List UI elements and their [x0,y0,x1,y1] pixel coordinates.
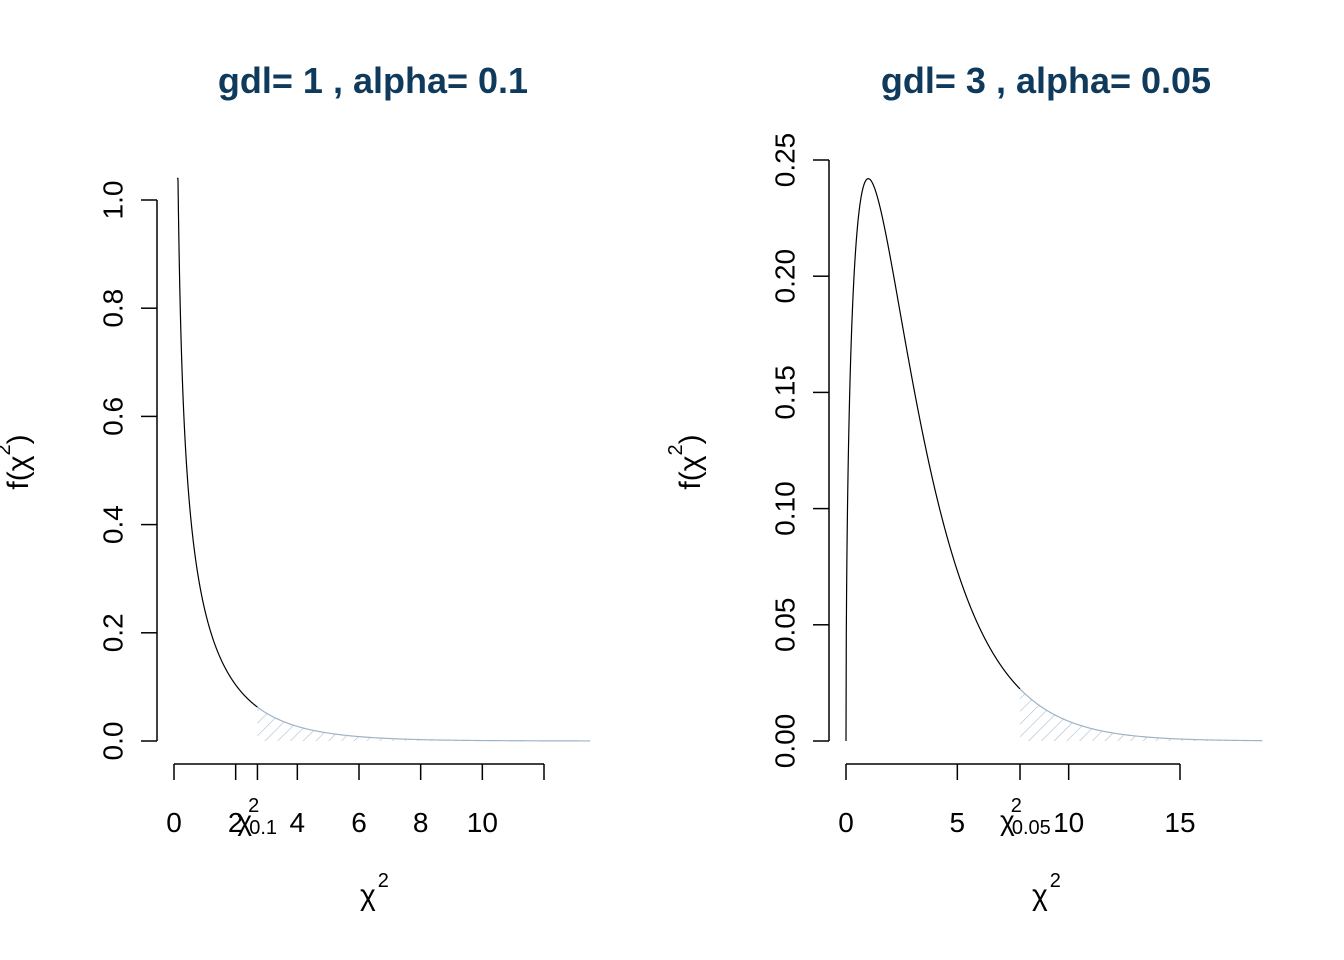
shaded-rejection-region [257,707,591,741]
y-axis-title: f(χ2) [665,434,707,489]
x-tick-label: 0 [166,807,182,838]
critical-label-sub: 0.1 [249,817,277,839]
x-tick-label: 10 [1053,807,1084,838]
y-title-post: ) [2,434,35,444]
y-tick-label: 0.8 [98,289,129,328]
critical-value-label: χ2 0.1 [237,795,277,839]
critical-value-label: χ2 0.05 [1000,795,1051,839]
y-tick-label: 0.00 [770,714,801,769]
y-tick-label: 0.6 [98,397,129,436]
x-title-base: χ [360,879,376,912]
y-tick-label: 0.15 [770,365,801,420]
chart-title: gdl= 3 , alpha= 0.05 [881,60,1211,101]
y-tick-label: 0.10 [770,481,801,535]
y-tick-label: 1.0 [98,181,129,220]
y-tick-label: 0.20 [770,249,801,304]
x-title-sup: 2 [378,870,389,892]
y-title-pre: f( [2,471,35,489]
svg-text:f(χ2): f(χ2) [665,434,707,489]
y-title-sup: 2 [665,444,687,455]
y-title-pre: f( [674,471,707,489]
y-tick-label: 0.0 [98,722,129,761]
critical-label-sup: 2 [1011,795,1022,817]
y-title-base: χ [674,455,707,471]
svg-text:χ2: χ2 [360,870,389,912]
svg-text:χ2: χ2 [1032,870,1061,912]
y-title-sup: 2 [0,444,15,455]
y-title-base: χ [2,455,35,471]
plot-area [177,177,591,742]
density-curve [845,178,1021,742]
y-axis: 0.00 0.05 0.10 0.15 0.20 0.25 [770,133,830,769]
svg-text:χ20.1: χ2 0.1 [237,795,277,839]
chart-panel-right: gdl= 3 , alpha= 0.05 0.00 0.05 0.10 0.15 0.2… [665,60,1263,912]
x-tick-label: 4 [290,807,306,838]
y-axis: 0.0 0.2 0.4 0.6 0.8 1.0 [98,181,158,761]
x-tick-label: 0 [838,807,854,838]
critical-label-base: χ [1000,805,1015,836]
critical-label-sub: 0.05 [1012,817,1051,839]
y-tick-label: 0.4 [98,505,129,544]
x-tick-label: 15 [1164,807,1195,838]
x-tick-label: 2 [228,807,244,838]
x-title-sup: 2 [1050,870,1061,892]
density-curve [177,177,258,708]
y-tick-label: 0.2 [98,613,129,652]
chart-title: gdl= 1 , alpha= 0.1 [218,60,528,101]
svg-text:χ20.05: χ2 0.05 [1000,795,1051,839]
y-tick-label: 0.05 [770,598,801,653]
chart-panel-left: gdl= 1 , alpha= 0.1 0.0 0.2 0.4 0.6 0.8 1.0 0… [0,60,591,912]
x-axis: 0 5 10 15 [838,763,1196,838]
x-tick-label: 8 [413,807,429,838]
y-title-post: ) [674,434,707,444]
y-tick-label: 0.25 [770,133,801,188]
shaded-rejection-region [1020,688,1263,741]
x-tick-label: 10 [467,807,498,838]
x-axis: 0 2 4 6 8 10 [166,763,545,838]
critical-label-base: χ [237,805,252,836]
x-tick-label: 5 [950,807,966,838]
plot-area [845,178,1263,742]
critical-label-sup: 2 [248,795,259,817]
svg-text:f(χ2): f(χ2) [0,434,35,489]
x-title-base: χ [1032,879,1048,912]
x-tick-label: 6 [351,807,367,838]
y-axis-title: f(χ2) [0,434,35,489]
density-curve-tail [1019,688,1263,742]
density-curve-tail [257,706,591,742]
